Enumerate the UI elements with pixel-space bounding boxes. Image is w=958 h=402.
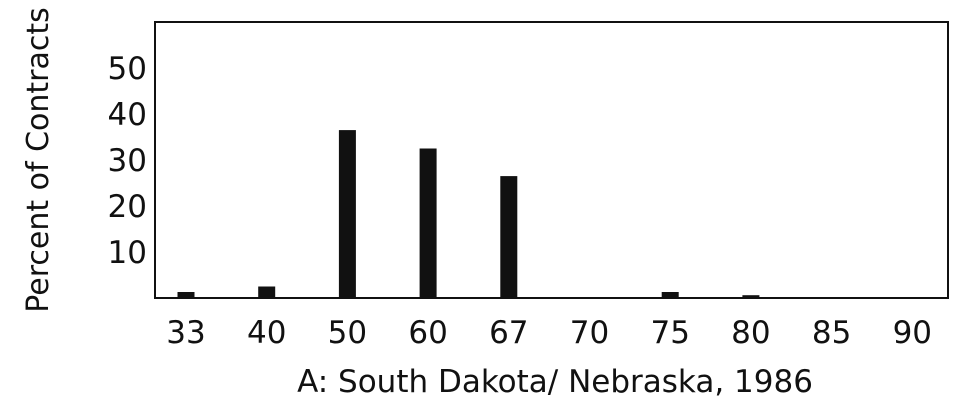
x-tick-85: 85 <box>812 315 851 351</box>
y-axis-title: Percent of Contracts <box>21 7 56 313</box>
x-tick-60: 60 <box>408 315 447 351</box>
y-tick-30: 30 <box>108 143 147 179</box>
y-tick-50: 50 <box>108 51 147 87</box>
x-tick-40: 40 <box>247 315 286 351</box>
bar-80 <box>742 295 760 298</box>
x-axis-title: A: South Dakota/ Nebraska, 1986 <box>297 364 813 400</box>
y-tick-10: 10 <box>108 235 147 271</box>
bar-50 <box>338 130 356 298</box>
y-tick-40: 40 <box>108 97 147 133</box>
x-tick-67: 67 <box>489 315 528 351</box>
y-tick-20: 20 <box>108 189 147 225</box>
x-tick-33: 33 <box>166 315 205 351</box>
bar-67 <box>500 176 518 298</box>
x-tick-labels: 33 40 50 60 67 70 75 80 85 90 <box>166 315 932 351</box>
bars <box>177 130 760 298</box>
x-tick-90: 90 <box>893 315 932 351</box>
bar-60 <box>419 148 437 298</box>
x-tick-50: 50 <box>328 315 367 351</box>
plot-frame <box>154 21 949 299</box>
x-tick-80: 80 <box>731 315 770 351</box>
y-tick-labels: 10 20 30 40 50 <box>108 51 147 271</box>
x-tick-70: 70 <box>570 315 609 351</box>
bar-33 <box>177 292 195 298</box>
x-tick-75: 75 <box>650 315 689 351</box>
bar-75 <box>661 292 679 298</box>
bar-40 <box>258 286 276 298</box>
